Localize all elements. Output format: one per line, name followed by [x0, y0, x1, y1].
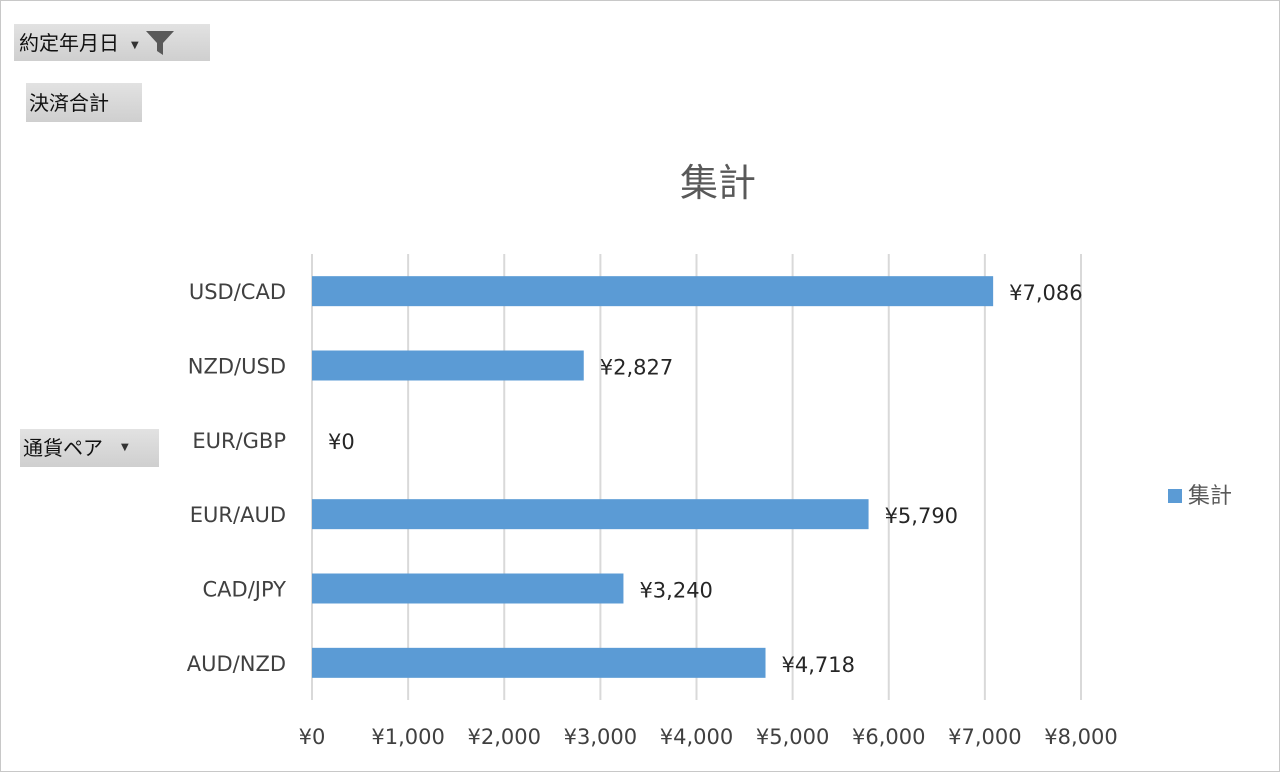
x-tick-label: ¥2,000	[468, 725, 541, 749]
category-label: NZD/USD	[188, 355, 286, 379]
bar[interactable]	[312, 276, 994, 307]
category-label: EUR/AUD	[190, 503, 286, 527]
category-label: CAD/JPY	[203, 578, 287, 602]
bars	[312, 276, 994, 678]
bar[interactable]	[312, 573, 624, 604]
x-tick-label: ¥6,000	[852, 725, 925, 749]
date-field-label: 約定年月日	[19, 30, 119, 55]
x-tick-label: ¥5,000	[756, 725, 829, 749]
bar[interactable]	[312, 647, 766, 678]
x-tick-label: ¥8,000	[1044, 725, 1117, 749]
data-label: ¥5,790	[885, 504, 958, 528]
chevron-down-icon: ▼	[121, 442, 129, 453]
bar[interactable]	[312, 350, 584, 381]
labels: ¥0 ¥1,000 ¥2,000 ¥3,000 ¥4,000 ¥5,000 ¥6,000 ¥7…	[187, 280, 1118, 749]
sum-field-label: 決済合計	[29, 90, 109, 115]
pair-field-label: 通貨ペア	[23, 436, 103, 460]
bar[interactable]	[312, 499, 869, 530]
chart-title: 集計	[680, 161, 756, 205]
data-label: ¥2,827	[600, 356, 673, 380]
x-tick-label: ¥0	[299, 725, 326, 749]
data-label: ¥4,718	[782, 653, 855, 677]
x-tick-label: ¥4,000	[660, 725, 733, 749]
pair-field-button[interactable]: 通貨ペア ▼	[20, 429, 159, 467]
grid-lines	[311, 254, 1082, 700]
date-field-button[interactable]: 約定年月日 ▼	[14, 24, 210, 61]
legend-swatch	[1168, 489, 1182, 503]
filter-icon	[145, 29, 175, 57]
x-tick-label: ¥1,000	[371, 725, 444, 749]
data-label: ¥0	[328, 430, 355, 454]
legend-label: 集計	[1188, 484, 1232, 509]
data-label: ¥7,086	[1009, 281, 1082, 305]
x-tick-label: ¥3,000	[564, 725, 637, 749]
x-tick-label: ¥7,000	[948, 725, 1021, 749]
data-label: ¥3,240	[639, 579, 712, 603]
category-label: AUD/NZD	[187, 652, 286, 676]
category-label: EUR/GBP	[192, 429, 286, 453]
sum-field-button: 決済合計	[26, 83, 142, 122]
category-label: USD/CAD	[189, 280, 286, 304]
chevron-down-icon: ▼	[131, 39, 139, 51]
legend[interactable]: 集計	[1168, 484, 1232, 509]
